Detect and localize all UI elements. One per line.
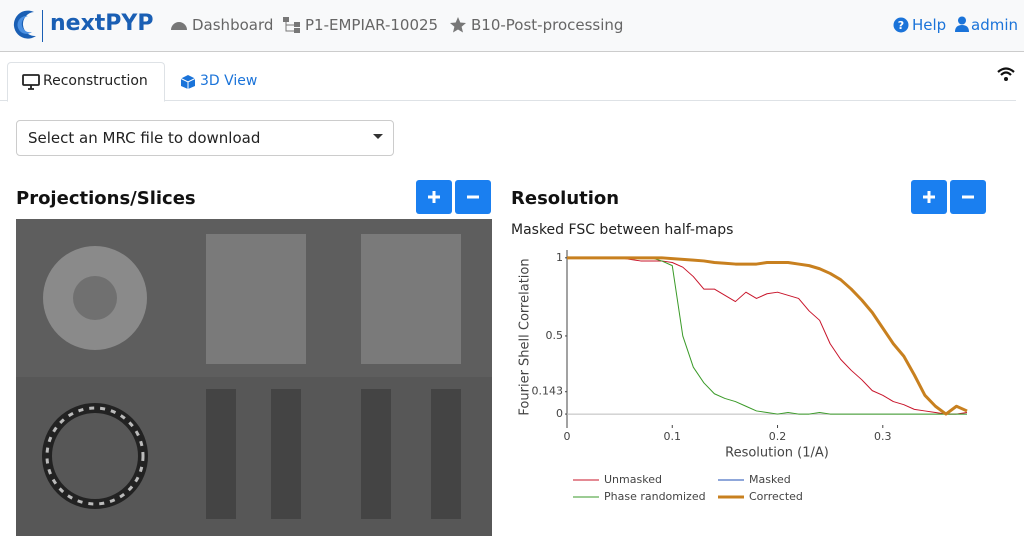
x-tick-label: 0.3 [874, 430, 892, 443]
fsc-chart: Resolution (1/A) Fourier Shell Correlati… [518, 250, 968, 503]
breadcrumb[interactable]: Dashboard [192, 16, 274, 34]
y-tick-label: 0.143 [532, 385, 564, 398]
tab-label[interactable]: 3D View [200, 73, 258, 89]
x-tick-label: 0.1 [664, 430, 682, 443]
y-tick-label: 0.5 [546, 329, 564, 342]
zoom-out-button[interactable] [950, 180, 986, 214]
monitor-icon [22, 74, 40, 90]
section-title: Projections/Slices [16, 188, 196, 209]
legend-label: Unmasked [604, 473, 662, 486]
star-icon [450, 17, 466, 33]
tab-label[interactable]: Reconstruction [43, 73, 148, 89]
help-icon: ? [893, 17, 909, 33]
user-link[interactable]: admin [971, 16, 1018, 34]
navbar [0, 0, 1024, 52]
x-tick-label: 0.2 [769, 430, 787, 443]
projection-image [16, 219, 492, 536]
y-tick-label: 1 [556, 251, 563, 264]
legend-label: Phase randomized [604, 490, 706, 503]
fsc-line [567, 257, 967, 415]
y-tick-label: 0 [556, 407, 563, 420]
chart-title: Masked FSC between half-maps [511, 222, 734, 238]
dropdown-label[interactable]: Select an MRC file to download [28, 129, 261, 147]
help-link[interactable]: Help [912, 16, 947, 34]
legend-label: Masked [749, 473, 791, 486]
zoom-in-button[interactable] [911, 180, 947, 214]
breadcrumb[interactable]: B10-Post-processing [471, 16, 624, 34]
fsc-line [567, 257, 968, 415]
fsc-line [567, 257, 968, 415]
x-tick-label: 0 [564, 430, 571, 443]
cube-icon [180, 75, 196, 89]
user-icon [955, 16, 969, 32]
fsc-line [567, 256, 968, 416]
caret [373, 134, 383, 139]
breadcrumb[interactable]: P1-EMPIAR-10025 [305, 16, 439, 34]
zoom-in-button[interactable] [416, 180, 452, 214]
logo[interactable] [6, 8, 40, 42]
dashboard-icon [171, 22, 187, 30]
active-tab[interactable] [7, 62, 165, 102]
project-icon [283, 17, 300, 33]
wifi-icon [997, 67, 1015, 81]
y-axis-title: Fourier Shell Correlation [518, 258, 533, 415]
legend-label: Corrected [749, 490, 803, 503]
zoom-out-button[interactable] [455, 180, 491, 214]
x-axis-title: Resolution (1/A) [725, 446, 829, 461]
brand[interactable]: nextPYP [50, 11, 154, 36]
svg-text:?: ? [898, 19, 904, 32]
section-title: Resolution [511, 188, 620, 209]
dropdown[interactable] [16, 120, 394, 156]
